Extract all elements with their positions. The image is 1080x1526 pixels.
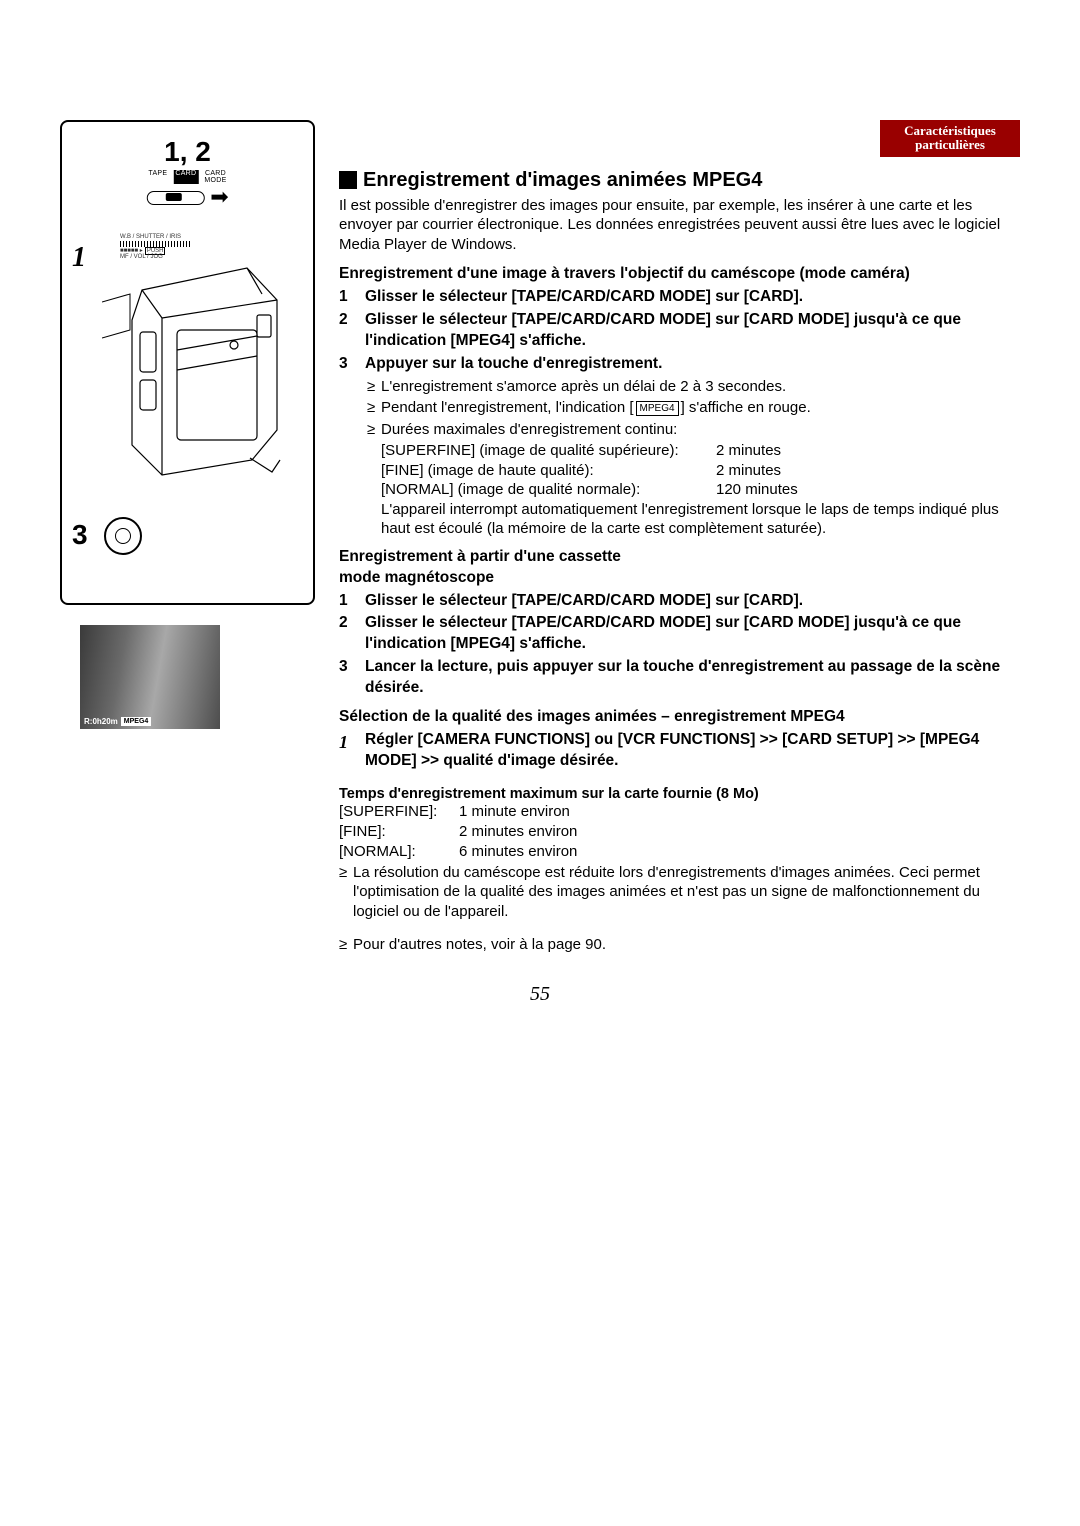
subheading-vcr-mode: Enregistrement à partir d'une cassettemo… bbox=[339, 547, 1020, 589]
steps-vcr-mode: 1Glisser le sélecteur [TAPE/CARD/CARD MO… bbox=[339, 591, 1020, 700]
note-item: Pendant l'enregistrement, l'indication [… bbox=[367, 398, 1020, 418]
intro-paragraph: Il est possible d'enregistrer des images… bbox=[339, 196, 1020, 255]
record-time-label: R:0h20m bbox=[84, 717, 118, 726]
selector-diagram: TAPE CARD CARD MODE ➡ bbox=[146, 170, 228, 210]
selector-slot bbox=[146, 191, 204, 205]
steps-camera-mode: 1Glisser le sélecteur [TAPE/CARD/CARD MO… bbox=[339, 287, 1020, 375]
camcorder-drawing bbox=[102, 260, 292, 490]
page-number: 55 bbox=[60, 983, 1020, 1006]
right-column: Caractéristiques particulières Enregistr… bbox=[339, 120, 1020, 957]
note-item: Pour d'autres notes, voir à la page 90. bbox=[339, 935, 1020, 955]
max-time-heading: Temps d'enregistrement maximum sur la ca… bbox=[339, 786, 1020, 802]
selector-label-mode: CARD MODE bbox=[204, 170, 226, 184]
note-item: L'enregistrement s'amorce après un délai… bbox=[367, 377, 1020, 397]
note-item: Durées maximales d'enregistrement contin… bbox=[367, 420, 1020, 440]
steps-quality: 1Régler [CAMERA FUNCTIONS] ou [VCR FUNCT… bbox=[339, 730, 1020, 772]
see-also-note: Pour d'autres notes, voir à la page 90. bbox=[339, 935, 1020, 955]
resolution-note: La résolution du caméscope est réduite l… bbox=[339, 863, 1020, 922]
menu-strip: W.B / SHUTTER / IRIS ■■■■■ ▸PUSH MF / VO… bbox=[120, 234, 190, 260]
notes-list-1: L'enregistrement s'amorce après un délai… bbox=[339, 377, 1020, 440]
subheading-camera-mode: Enregistrement d'une image à travers l'o… bbox=[339, 264, 1020, 285]
mpeg4-inline-tag: MPEG4 bbox=[636, 401, 679, 416]
subheading-quality: Sélection de la qualité des images animé… bbox=[339, 707, 1020, 728]
callout-1-2: 1, 2 bbox=[164, 136, 211, 168]
left-column: 1, 2 TAPE CARD CARD MODE ➡ 1 W.B / SHUT bbox=[60, 120, 315, 957]
max-time-table: [SUPERFINE]:1 minute environ [FINE]:2 mi… bbox=[339, 802, 1020, 863]
section-badge: Caractéristiques particulières bbox=[880, 120, 1020, 157]
arrow-right-icon: ➡ bbox=[210, 184, 228, 210]
callout-1: 1 bbox=[72, 242, 86, 274]
page: 1, 2 TAPE CARD CARD MODE ➡ 1 W.B / SHUT bbox=[60, 120, 1020, 957]
camera-diagram-frame: 1, 2 TAPE CARD CARD MODE ➡ 1 W.B / SHUT bbox=[60, 120, 315, 605]
lion-preview-image: R:0h20m MPEG4 bbox=[80, 625, 220, 729]
mpeg4-tag: MPEG4 bbox=[121, 717, 152, 726]
section-title: Enregistrement d'images animées MPEG4 bbox=[339, 169, 1020, 192]
duration-table: [SUPERFINE] (image de qualité supérieure… bbox=[339, 441, 1020, 539]
selector-label-tape: TAPE bbox=[148, 170, 167, 184]
record-button-icon bbox=[104, 517, 142, 555]
selector-label-card: CARD bbox=[173, 170, 198, 184]
callout-3: 3 bbox=[72, 519, 88, 551]
duration-tail-text: L'appareil interrompt automatiquement l'… bbox=[381, 500, 1020, 539]
note-item: La résolution du caméscope est réduite l… bbox=[339, 863, 1020, 922]
